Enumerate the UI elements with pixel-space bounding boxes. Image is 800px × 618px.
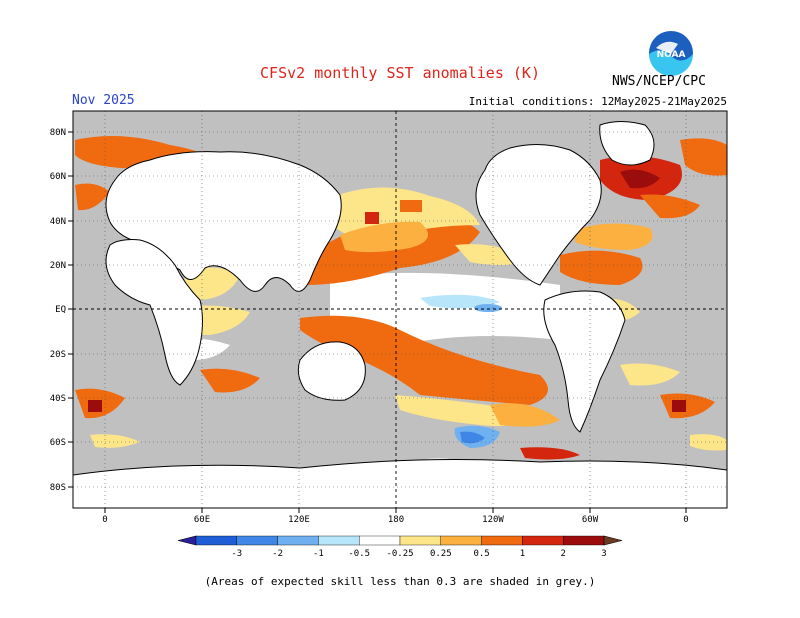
- lon-label-120e: 120E: [288, 515, 310, 525]
- noaa-logo-text: NOAA: [657, 50, 686, 60]
- colorbar-tick-label: -2: [272, 549, 283, 559]
- lat-label-20n: 20N: [50, 261, 66, 271]
- initial-conditions-label: Initial conditions: 12May2025-21May2025: [468, 95, 727, 108]
- colorbar-tick-label: -1: [313, 549, 324, 559]
- map-title: CFSv2 monthly SST anomalies (K): [260, 64, 540, 82]
- lat-label-eq: EQ: [55, 305, 66, 315]
- colorbar-arrow-low: [177, 535, 197, 546]
- lon-label-60w: 60W: [582, 515, 599, 525]
- colorbar-swatch: [359, 535, 401, 546]
- longitude-labels: 0 60E 120E 180 120W 60W 0: [102, 515, 688, 525]
- lon-label-60e: 60E: [194, 515, 210, 525]
- latitude-labels: 80N 60N 40N 20N EQ 20S 40S 60S 80S: [50, 128, 66, 493]
- lat-label-20s: 20S: [50, 350, 66, 360]
- colorbar-swatch: [195, 535, 237, 546]
- colorbar-tick-label: -0.25: [386, 549, 413, 559]
- land-masses: [73, 121, 727, 508]
- skill-footnote: (Areas of expected skill less than 0.3 a…: [204, 575, 596, 588]
- lon-label-0-east: 0: [683, 515, 688, 525]
- valid-month-label: Nov 2025: [72, 93, 135, 108]
- lon-label-120w: 120W: [482, 515, 504, 525]
- colorbar-tick-label: 1: [520, 549, 525, 559]
- lon-label-180: 180: [388, 515, 404, 525]
- colorbar-tick-label: 0.25: [430, 549, 452, 559]
- colorbar-swatch: [440, 535, 482, 546]
- lat-label-40s: 40S: [50, 394, 66, 404]
- colorbar-swatch: [399, 535, 441, 546]
- colorbar-swatch: [277, 535, 319, 546]
- equator-dateline: [73, 111, 727, 508]
- colorbar-tick-label: -0.5: [348, 549, 370, 559]
- colorbar-swatch: [481, 535, 523, 546]
- colorbar: -3 -2 -1 -0.5 -0.25 0.25 0.5 1 2 3: [177, 535, 623, 559]
- colorbar-tick-label: 2: [560, 549, 565, 559]
- agency-label: NWS/NCEP/CPC: [612, 74, 706, 89]
- colorbar-tick-label: 0.5: [473, 549, 489, 559]
- colorbar-swatch: [563, 535, 605, 546]
- grid-lines: [73, 111, 727, 508]
- colorbar-swatch: [318, 535, 360, 546]
- lat-label-60s: 60S: [50, 438, 66, 448]
- lat-label-60n: 60N: [50, 172, 66, 182]
- lat-label-40n: 40N: [50, 217, 66, 227]
- anomaly-patches: [75, 136, 727, 471]
- lon-label-0: 0: [102, 515, 107, 525]
- noaa-logo: NOAA: [648, 30, 694, 80]
- lat-label-80s: 80S: [50, 483, 66, 493]
- lat-label-80n: 80N: [50, 128, 66, 138]
- tick-marks: [68, 131, 687, 513]
- colorbar-tick-label: 3: [601, 549, 606, 559]
- colorbar-tick-label: -3: [231, 549, 242, 559]
- colorbar-swatch: [522, 535, 564, 546]
- colorbar-arrow-high: [603, 535, 623, 546]
- colorbar-swatch: [236, 535, 278, 546]
